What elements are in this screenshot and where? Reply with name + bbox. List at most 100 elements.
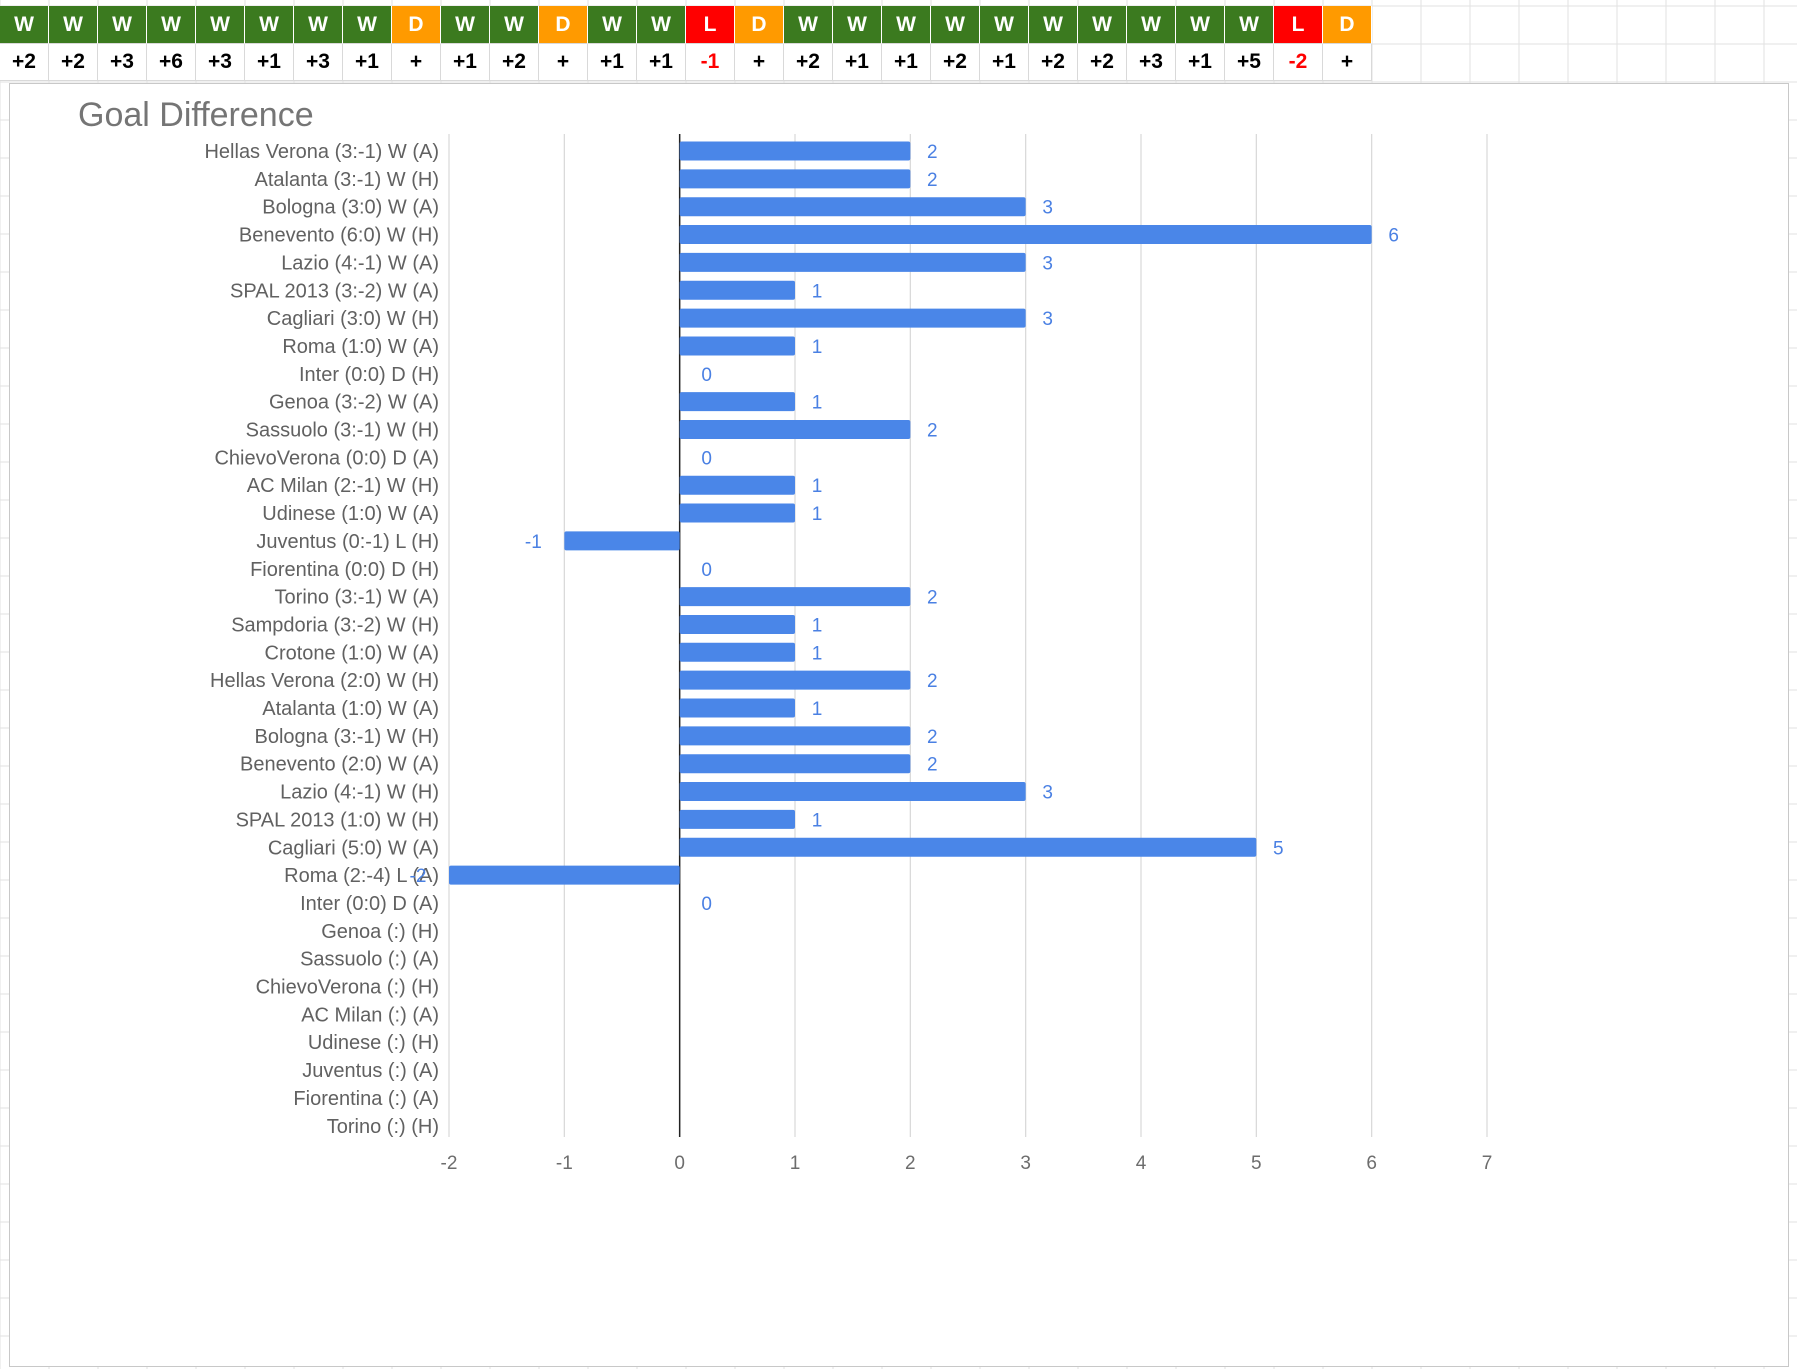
goal-diff-cell[interactable]: +2 xyxy=(0,44,49,81)
bar[interactable] xyxy=(679,336,795,356)
result-cell[interactable]: W xyxy=(245,6,294,44)
goal-diff-cell[interactable]: +1 xyxy=(1176,44,1225,81)
data-label: 1 xyxy=(812,643,823,664)
data-label: 1 xyxy=(812,337,823,358)
bar[interactable] xyxy=(679,754,911,774)
bar[interactable] xyxy=(679,420,911,439)
category-label: Crotone (1:0) W (A) xyxy=(265,642,439,664)
category-label: SPAL 2013 (1:0) W (H) xyxy=(236,809,439,831)
bar[interactable] xyxy=(679,614,795,634)
bar[interactable] xyxy=(679,698,795,718)
goal-diff-cell[interactable]: +3 xyxy=(98,44,147,81)
bar[interactable] xyxy=(679,392,795,412)
goal-diff-cell[interactable]: +1 xyxy=(882,44,931,81)
result-cell[interactable]: W xyxy=(588,6,637,44)
data-label: 2 xyxy=(927,727,938,748)
result-cell[interactable]: W xyxy=(980,6,1029,44)
result-cell[interactable]: W xyxy=(196,6,245,44)
bar[interactable] xyxy=(679,225,1372,245)
result-cell[interactable]: D xyxy=(392,6,441,44)
goal-diff-cell[interactable]: + xyxy=(539,44,588,81)
bar[interactable] xyxy=(679,837,1257,857)
result-cell[interactable]: D xyxy=(539,6,588,44)
data-label: -1 xyxy=(525,532,542,553)
goal-diff-cell[interactable]: -2 xyxy=(1274,44,1323,81)
result-cell[interactable]: W xyxy=(882,6,931,44)
result-cell[interactable]: W xyxy=(931,6,980,44)
result-cell[interactable]: W xyxy=(1176,6,1225,44)
result-cell[interactable]: D xyxy=(735,6,784,44)
goal-diff-cell[interactable]: -1 xyxy=(686,44,735,81)
bar[interactable] xyxy=(564,531,680,551)
goal-diff-cell[interactable]: + xyxy=(392,44,441,81)
bar[interactable] xyxy=(679,475,795,495)
result-cell[interactable]: W xyxy=(637,6,686,44)
bar[interactable] xyxy=(679,280,795,300)
goal-diff-cell[interactable]: +1 xyxy=(637,44,686,81)
goal-diff-cell[interactable]: +6 xyxy=(147,44,196,81)
goal-diff-cell[interactable]: +1 xyxy=(441,44,490,81)
goal-diff-cell[interactable]: +1 xyxy=(833,44,882,81)
result-cell[interactable]: W xyxy=(0,6,49,44)
result-cell[interactable]: W xyxy=(98,6,147,44)
goal-diff-cell[interactable]: +1 xyxy=(980,44,1029,81)
result-cell[interactable]: W xyxy=(294,6,343,44)
result-cell[interactable]: W xyxy=(833,6,882,44)
goal-diff-cell[interactable]: +5 xyxy=(1225,44,1274,81)
goal-diff-cell[interactable]: +2 xyxy=(931,44,980,81)
data-label: 3 xyxy=(1042,198,1053,219)
data-label: 1 xyxy=(812,393,823,414)
data-label: 2 xyxy=(927,142,938,163)
goal-diff-cell[interactable]: +3 xyxy=(294,44,343,81)
bar[interactable] xyxy=(679,809,795,829)
bar[interactable] xyxy=(679,169,911,189)
result-cell[interactable]: W xyxy=(1225,6,1274,44)
goal-diff-cell[interactable]: +1 xyxy=(343,44,392,81)
goal-diff-cell[interactable]: +2 xyxy=(1029,44,1078,81)
category-label: Atalanta (3:-1) W (H) xyxy=(255,169,439,191)
result-cell[interactable]: W xyxy=(1029,6,1078,44)
bar[interactable] xyxy=(679,670,911,690)
goal-diff-cell[interactable]: +2 xyxy=(490,44,539,81)
goal-diff-cell[interactable]: +3 xyxy=(196,44,245,81)
goal-diff-cell[interactable]: +2 xyxy=(784,44,833,81)
goal-diff-cell[interactable]: +2 xyxy=(49,44,98,81)
result-cell[interactable]: W xyxy=(441,6,490,44)
goal-diff-cell[interactable]: + xyxy=(735,44,784,81)
bar[interactable] xyxy=(679,726,911,746)
goal-difference-chart[interactable]: Goal Difference Hellas Verona (3:-1) W (… xyxy=(9,83,1789,1367)
result-cell[interactable]: W xyxy=(784,6,833,44)
category-label: Udinese (:) (H) xyxy=(308,1032,439,1054)
goal-diff-cell[interactable]: +1 xyxy=(245,44,294,81)
result-cell[interactable]: W xyxy=(49,6,98,44)
bar[interactable] xyxy=(679,141,911,161)
bar[interactable] xyxy=(679,308,1026,328)
bar[interactable] xyxy=(679,642,795,662)
result-cell[interactable]: D xyxy=(1323,6,1372,44)
goal-diff-cell[interactable]: +2 xyxy=(1078,44,1127,81)
category-label: Cagliari (3:0) W (H) xyxy=(267,308,439,330)
result-cell[interactable]: W xyxy=(1078,6,1127,44)
result-cell[interactable]: W xyxy=(147,6,196,44)
bar[interactable] xyxy=(679,503,795,523)
chart-x-axis-ticks: -2 -1 0 1 2 3 4 5 6 7 xyxy=(441,1153,1493,1174)
result-cell[interactable]: L xyxy=(1274,6,1323,44)
category-label: ChievoVerona (0:0) D (A) xyxy=(214,447,439,469)
bar[interactable] xyxy=(449,865,680,885)
x-tick-label: 0 xyxy=(674,1153,685,1174)
data-label: 3 xyxy=(1042,253,1053,274)
goal-diff-cell[interactable]: +3 xyxy=(1127,44,1176,81)
bar[interactable] xyxy=(679,252,1026,272)
category-label: Juventus (0:-1) L (H) xyxy=(256,531,439,553)
result-cell[interactable]: L xyxy=(686,6,735,44)
goal-diff-cell[interactable]: +1 xyxy=(588,44,637,81)
bar[interactable] xyxy=(679,782,1026,802)
bar[interactable] xyxy=(679,587,911,607)
result-cell[interactable]: W xyxy=(343,6,392,44)
result-cell[interactable]: W xyxy=(490,6,539,44)
goal-difference-strip: +2 +2 +3 +6 +3 +1 +3 +1 + +1 +2 + +1 +1 -1 + +2 +1 +1 +2 +1 +… xyxy=(0,44,1372,81)
bar[interactable] xyxy=(679,197,1026,217)
category-label: Atalanta (1:0) W (A) xyxy=(262,698,439,720)
result-cell[interactable]: W xyxy=(1127,6,1176,44)
goal-diff-cell[interactable]: + xyxy=(1323,44,1372,81)
